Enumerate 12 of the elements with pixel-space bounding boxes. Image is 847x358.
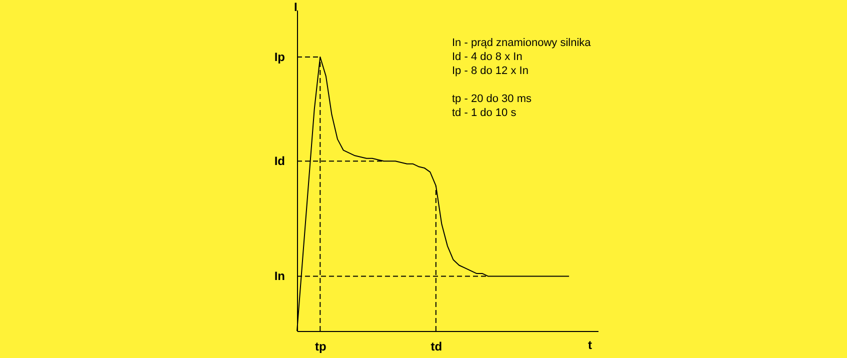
annotation: Ip - 8 do 12 x In: [452, 64, 530, 78]
x-axis-title: t: [588, 338, 592, 352]
ref-line-label: Ip: [274, 50, 285, 64]
annotation: tp - 20 do 30 ms: [452, 92, 532, 106]
y-axis-title: I: [294, 0, 298, 14]
x-tick-label: tp: [314, 340, 326, 354]
ref-line-label: In: [274, 269, 285, 284]
x-tick-label: td: [430, 340, 442, 354]
text: In - prąd znamionowy silnika: [452, 36, 591, 50]
annotation: td - 1 do 10 s: [452, 106, 518, 120]
ref-line-label: Id: [274, 154, 285, 168]
annotation: Id - 4 do 8 x In: [452, 50, 524, 64]
